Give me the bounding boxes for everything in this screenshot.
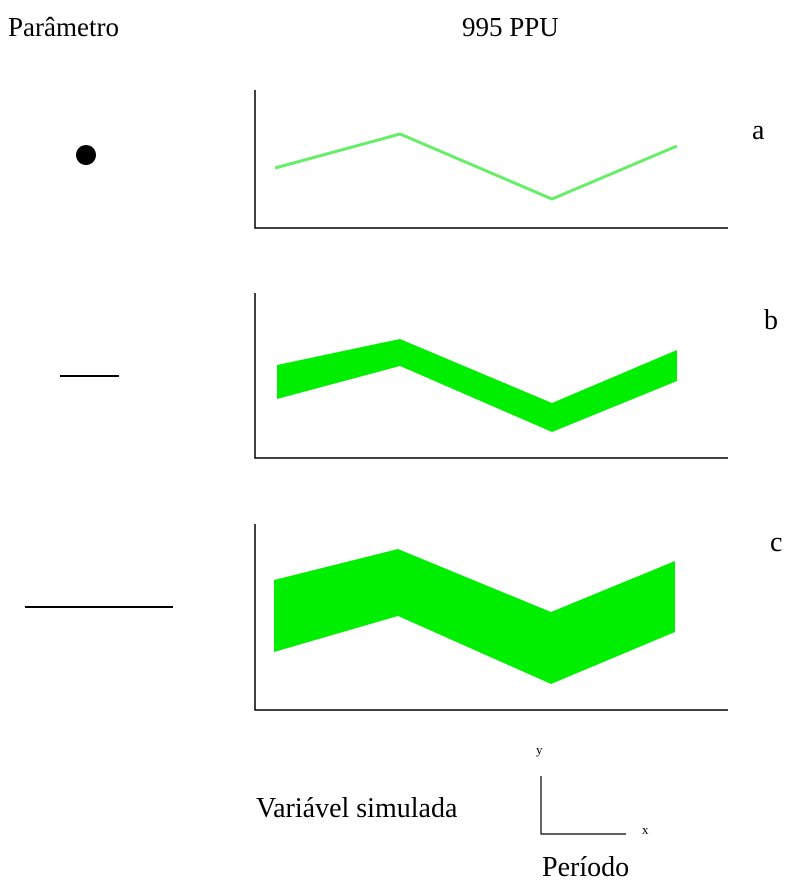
panel-a-line (274, 132, 678, 201)
panel-b-label: b (764, 305, 778, 336)
panel-b-axes (254, 293, 728, 459)
panel-c-axes (254, 524, 728, 711)
panel-a-label: a (752, 115, 765, 146)
legend-period-label: Período (542, 852, 630, 883)
legend-variable-label: Variável simulada (256, 793, 458, 824)
panel-b-band (277, 339, 677, 432)
legend-x-axis-label: x (642, 822, 649, 837)
panel-b (254, 293, 728, 459)
point-parameter-symbol (76, 145, 96, 165)
parameter-header: Parâmetro (8, 12, 119, 42)
legend-y-axis-label: y (536, 742, 543, 757)
legend-axes (540, 776, 626, 835)
panel-c-label: c (770, 527, 783, 558)
panel-a (254, 90, 728, 229)
panel-a-axes (254, 90, 728, 229)
panel-c-band (274, 549, 675, 684)
panel-c (254, 524, 728, 711)
ppu-header: 995 PPU (462, 12, 559, 42)
